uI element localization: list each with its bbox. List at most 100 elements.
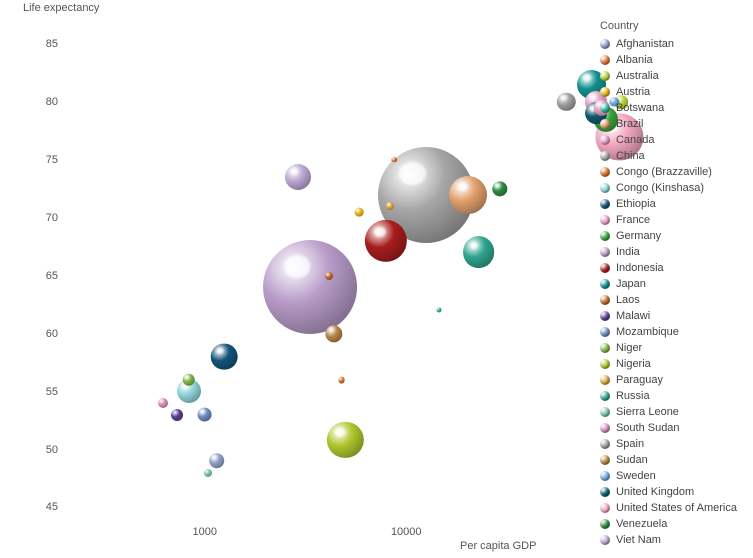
legend-item[interactable]: Malawi	[600, 308, 737, 324]
legend-marker-icon	[600, 87, 610, 97]
legend-item-label: Afghanistan	[616, 36, 674, 52]
legend-item[interactable]: Afghanistan	[600, 36, 737, 52]
legend-item[interactable]: Sierra Leone	[600, 404, 737, 420]
legend-item[interactable]: Indonesia	[600, 260, 737, 276]
legend-item-label: Nigeria	[616, 356, 651, 372]
bubble-spain[interactable]	[557, 93, 575, 111]
bubble-congo-brazzaville-[interactable]	[338, 376, 345, 383]
legend-item[interactable]: Sudan	[600, 452, 737, 468]
legend-item[interactable]: Spain	[600, 436, 737, 452]
legend-item[interactable]: Brazil	[600, 116, 737, 132]
legend-marker-icon	[600, 55, 610, 65]
bubble-mozambique[interactable]	[197, 407, 212, 422]
y-tick: 60	[14, 328, 58, 340]
legend-marker-icon	[600, 39, 610, 49]
legend-item[interactable]: Ethiopia	[600, 196, 737, 212]
y-tick: 45	[14, 501, 58, 513]
legend-item[interactable]: France	[600, 212, 737, 228]
bubble-austria[interactable]	[355, 208, 364, 217]
legend-item[interactable]: Austria	[600, 84, 737, 100]
legend-marker-icon	[600, 375, 610, 385]
bubble-sierra-leone[interactable]	[204, 468, 212, 476]
bubble-paraguay[interactable]	[386, 202, 394, 210]
legend-item[interactable]: United Kingdom	[600, 484, 737, 500]
bubble-laos[interactable]	[326, 272, 334, 280]
legend-marker-icon	[600, 71, 610, 81]
legend-marker-icon	[600, 391, 610, 401]
legend-item[interactable]: Congo (Kinshasa)	[600, 180, 737, 196]
bubble-brazil[interactable]	[449, 176, 487, 214]
bubble-malawi[interactable]	[171, 409, 183, 421]
bubble-sudan[interactable]	[325, 325, 342, 342]
bubble-ethiopia[interactable]	[211, 343, 238, 370]
legend-item[interactable]: Paraguay	[600, 372, 737, 388]
legend-marker-icon	[600, 199, 610, 209]
legend-marker-icon	[600, 423, 610, 433]
legend-item[interactable]: Germany	[600, 228, 737, 244]
legend-item[interactable]: Albania	[600, 52, 737, 68]
legend-item-label: Botswana	[616, 100, 664, 116]
legend-marker-icon	[600, 327, 610, 337]
bubble-viet-nam[interactable]	[285, 164, 311, 190]
legend-item-label: South Sudan	[616, 420, 680, 436]
legend-item[interactable]: Canada	[600, 132, 737, 148]
legend-item[interactable]: India	[600, 244, 737, 260]
legend-item[interactable]: United States of America	[600, 500, 737, 516]
y-tick: 80	[14, 96, 58, 108]
legend-item[interactable]: Niger	[600, 340, 737, 356]
legend-marker-icon	[600, 279, 610, 289]
legend-marker-icon	[600, 359, 610, 369]
bubble-nigeria[interactable]	[327, 422, 363, 458]
legend-marker-icon	[600, 231, 610, 241]
legend-item-label: Canada	[616, 132, 655, 148]
legend-item[interactable]: Viet Nam	[600, 532, 737, 548]
y-tick: 70	[14, 212, 58, 224]
bubble-venezuela[interactable]	[492, 181, 507, 196]
legend-item[interactable]: Nigeria	[600, 356, 737, 372]
chart-plot-area	[64, 22, 570, 520]
bubble-russia[interactable]	[463, 237, 495, 269]
legend-item-label: Austria	[616, 84, 650, 100]
legend-item[interactable]: Mozambique	[600, 324, 737, 340]
legend-item[interactable]: China	[600, 148, 737, 164]
legend-item-label: Sudan	[616, 452, 648, 468]
legend-marker-icon	[600, 455, 610, 465]
legend-item[interactable]: Laos	[600, 292, 737, 308]
legend-marker-icon	[600, 263, 610, 273]
bubble-afghanistan[interactable]	[209, 453, 225, 469]
bubble-niger[interactable]	[182, 374, 195, 387]
bubble-india[interactable]	[263, 240, 357, 334]
legend-marker-icon	[600, 439, 610, 449]
legend-item[interactable]: Japan	[600, 276, 737, 292]
legend-item-label: Niger	[616, 340, 642, 356]
legend-item[interactable]: Venezuela	[600, 516, 737, 532]
legend-marker-icon	[600, 343, 610, 353]
x-tick: 10000	[391, 526, 422, 538]
y-tick: 65	[14, 270, 58, 282]
legend-item-label: Congo (Kinshasa)	[616, 180, 704, 196]
legend-item-label: Indonesia	[616, 260, 664, 276]
x-axis-label: Per capita GDP	[460, 540, 536, 552]
legend-item-label: Spain	[616, 436, 644, 452]
legend-item-label: United Kingdom	[616, 484, 694, 500]
legend-item-label: France	[616, 212, 650, 228]
legend-marker-icon	[600, 151, 610, 161]
legend-marker-icon	[600, 103, 610, 113]
legend-item[interactable]: Russia	[600, 388, 737, 404]
legend-item[interactable]: South Sudan	[600, 420, 737, 436]
bubble-indonesia[interactable]	[364, 220, 406, 262]
legend-item[interactable]: Sweden	[600, 468, 737, 484]
legend-item-label: China	[616, 148, 645, 164]
legend-item-label: Laos	[616, 292, 640, 308]
legend-item[interactable]: Botswana	[600, 100, 737, 116]
legend-marker-icon	[600, 167, 610, 177]
y-tick: 50	[14, 444, 58, 456]
legend-item[interactable]: Congo (Brazzaville)	[600, 164, 737, 180]
legend-marker-icon	[600, 215, 610, 225]
bubble-botswana[interactable]	[437, 308, 442, 313]
legend-item-label: Japan	[616, 276, 646, 292]
legend-item[interactable]: Australia	[600, 68, 737, 84]
bubble-south-sudan[interactable]	[158, 398, 168, 408]
legend-item-label: Viet Nam	[616, 532, 661, 548]
legend-marker-icon	[600, 487, 610, 497]
